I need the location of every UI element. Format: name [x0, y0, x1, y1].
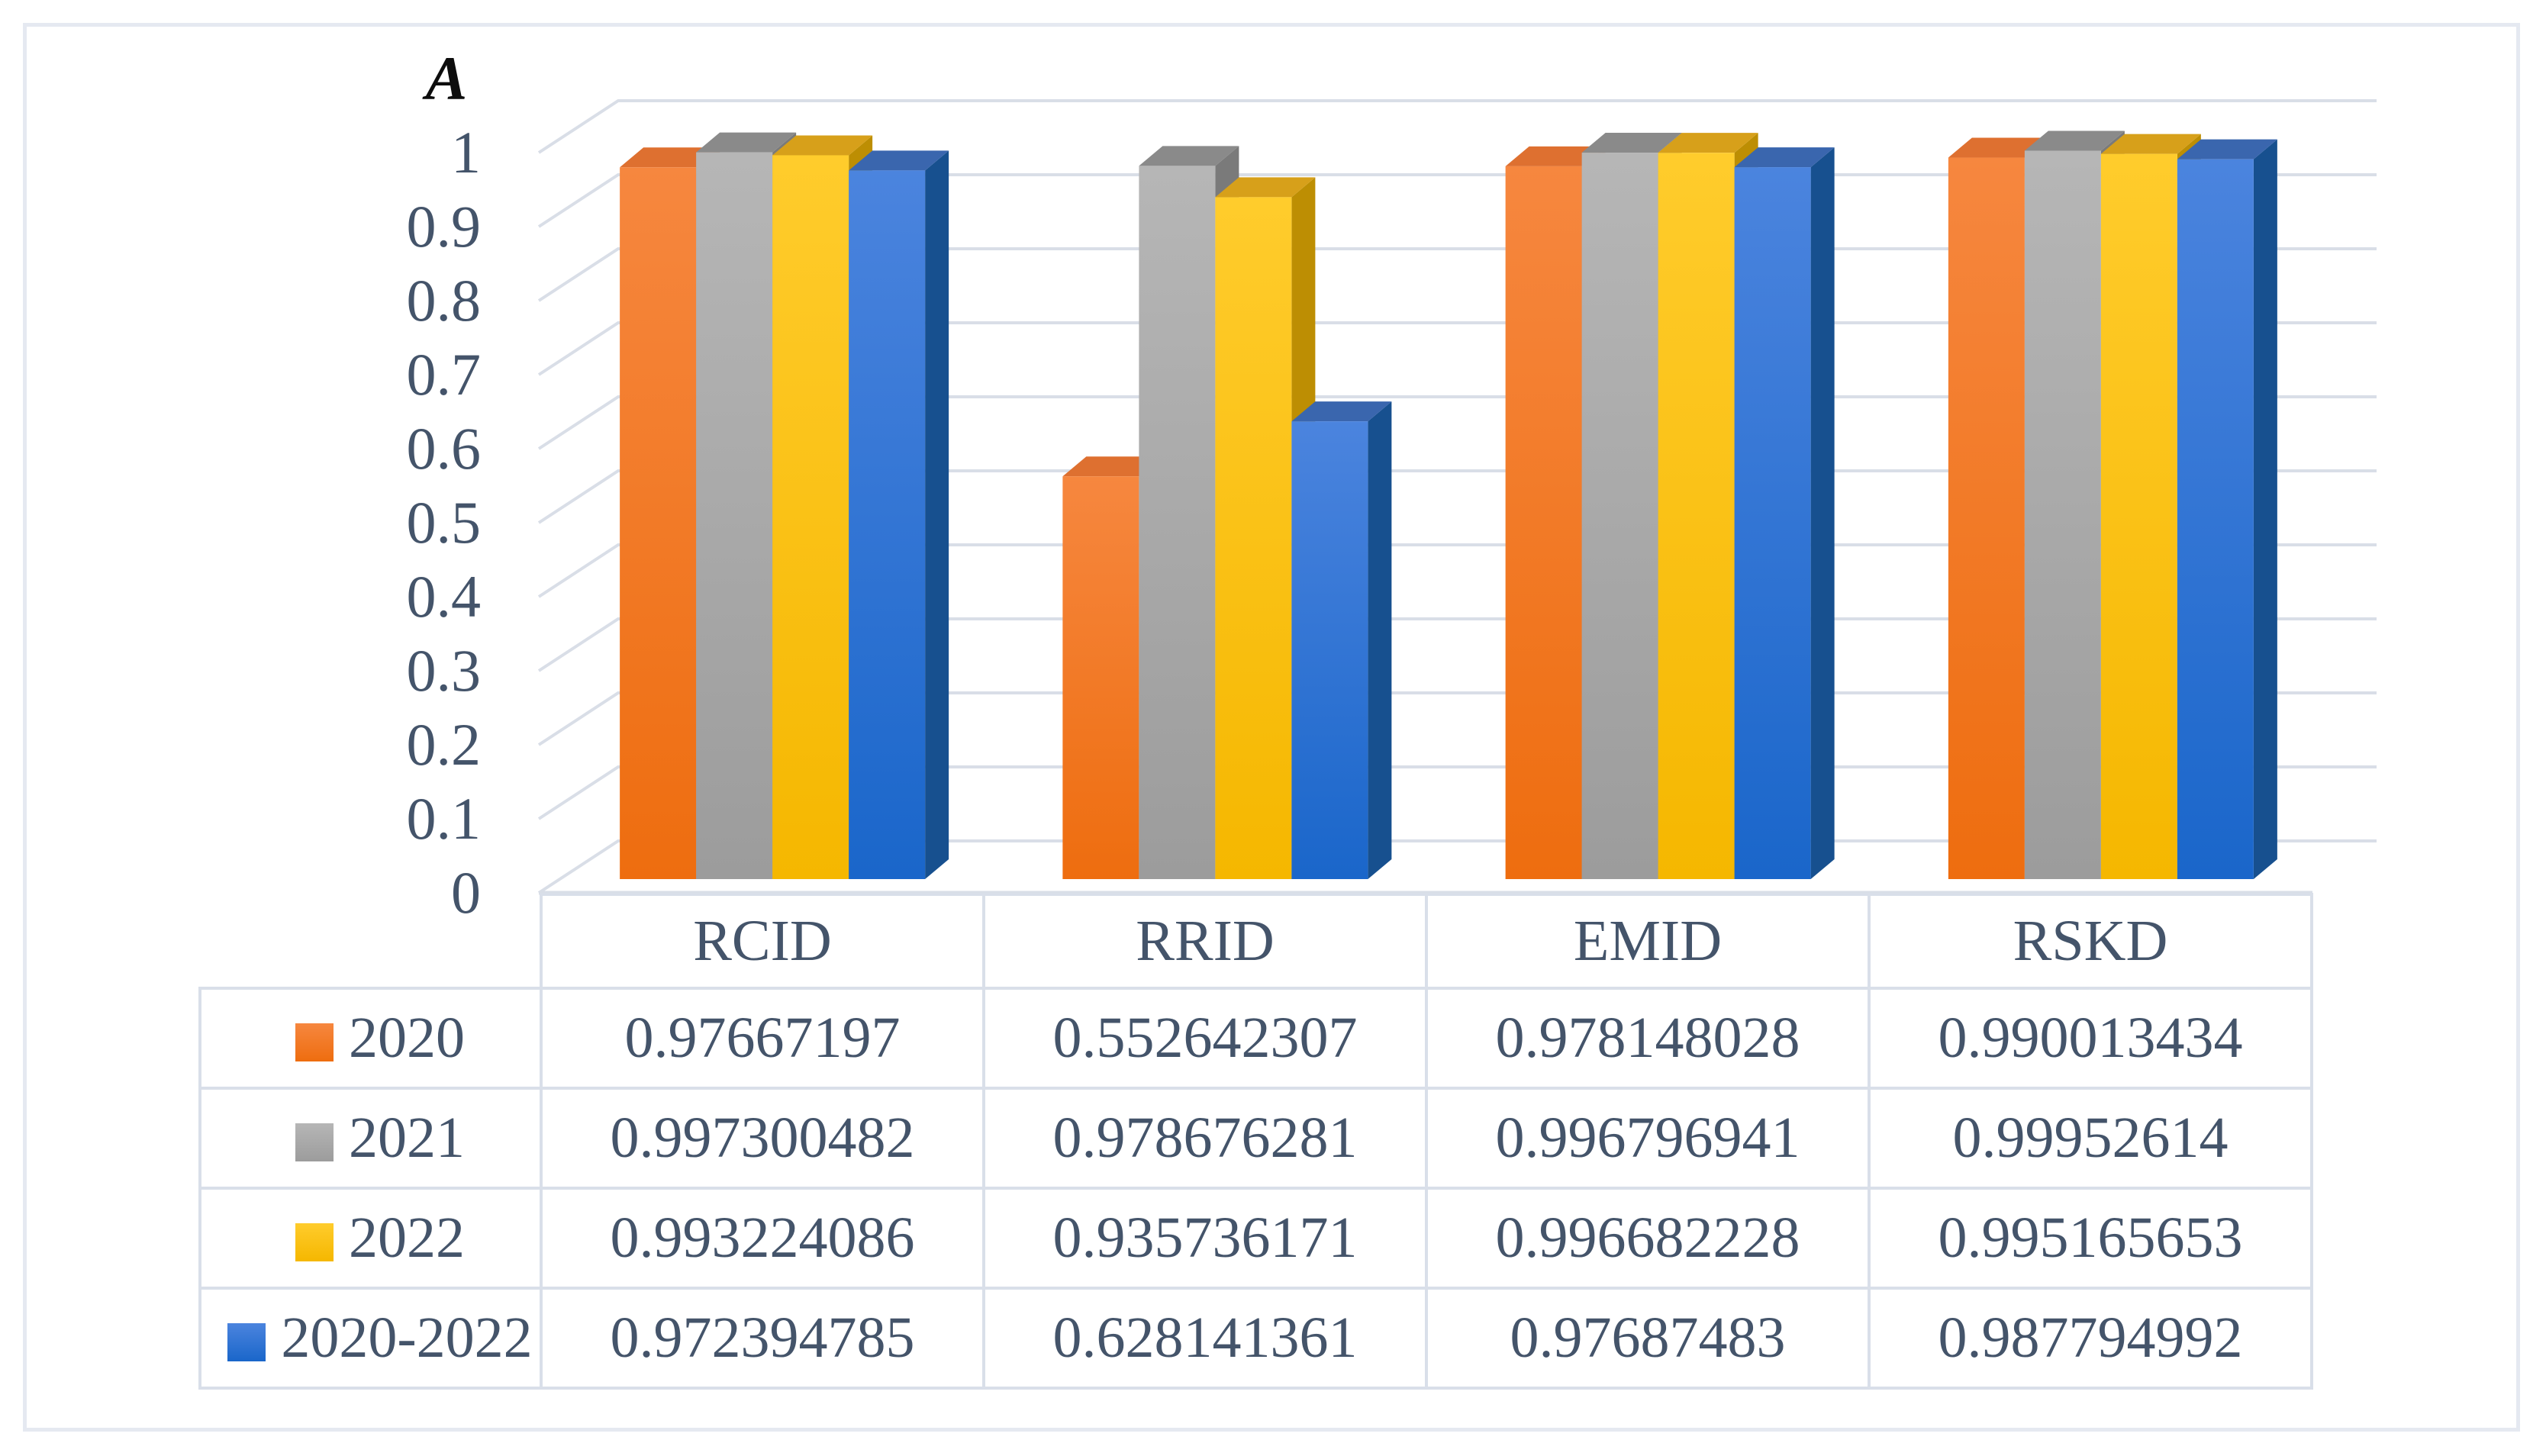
y-axis-tick-label: 0.1 [406, 785, 482, 852]
legend-cell-2020: 2020 [198, 987, 543, 1090]
bar-side-face [925, 150, 949, 879]
table-cell-2021-EMID: 0.996796941 [1425, 1087, 1871, 1190]
bar-top-face [1062, 456, 1163, 477]
table-cell-2022-RCID: 0.993224086 [540, 1187, 985, 1290]
table-cell-2020-RCID: 0.97667197 [540, 987, 985, 1090]
table-corner-blank [200, 894, 541, 988]
bar-front-face [1291, 421, 1368, 879]
table-cell-2022-RSKD: 0.995165653 [1868, 1187, 2313, 1290]
table-cell-2021-RCID: 0.997300482 [540, 1087, 985, 1190]
table-header-EMID: EMID [1425, 893, 1871, 990]
bar-front-face [1505, 166, 1582, 879]
y-axis-tick-label: 0.7 [406, 341, 482, 407]
y-axis-tick-label: 0.8 [406, 267, 482, 333]
table-cell-2020-2022-EMID: 0.97687483 [1425, 1287, 1871, 1390]
bar-2020-RRID [1062, 456, 1163, 879]
bar-front-face [696, 152, 773, 880]
table-cell-2021-RRID: 0.978676281 [982, 1087, 1428, 1190]
bar-front-face [2024, 150, 2101, 880]
bar-top-face [849, 150, 949, 171]
bar-side-face [1810, 147, 1835, 879]
table-header-RCID: RCID [540, 893, 985, 990]
bar-top-face [1581, 133, 1682, 153]
bar-front-face [2177, 159, 2254, 880]
bar-top-face [1215, 177, 1316, 198]
table-header-RRID: RRID [982, 893, 1428, 990]
bar-2020-2022-RCID [849, 150, 949, 879]
y-axis-tick-label: 0.9 [406, 193, 482, 259]
bar-top-face [1948, 137, 2048, 158]
bar-top-face [2100, 134, 2201, 154]
bar-front-face [1734, 167, 1811, 879]
table-row-2020-2022: 2020-2022 0.972394785 0.628141361 0.9768748… [198, 1287, 2313, 1390]
bar-2020-2022-EMID [1734, 147, 1835, 879]
bar-top-face [2024, 130, 2125, 151]
table-cell-2020-EMID: 0.978148028 [1425, 987, 1871, 1090]
y-axis-tick-label: 0.5 [406, 489, 482, 556]
table-row-2022: 2022 0.993224086 0.935736171 0.996682228 0.9… [198, 1187, 2313, 1290]
bars [620, 130, 2277, 880]
bar-front-face [1062, 476, 1139, 879]
y-axis-tick-label: 0.4 [406, 563, 482, 630]
y-axis-tick-label: 0 [451, 859, 481, 926]
y-axis-title: A [425, 43, 468, 113]
bar-front-face [1948, 157, 2025, 879]
bar-top-face [1734, 147, 1835, 168]
table-header-row: RCID RRID EMID RSKD [200, 893, 2313, 990]
bar-top-face [2177, 139, 2277, 159]
legend-key-swatch-2022 [295, 1223, 334, 1261]
table-cell-2020-2022-RRID: 0.628141361 [982, 1287, 1428, 1390]
bar-side-face [2253, 139, 2277, 880]
legend-label-2020: 2020 [349, 1006, 465, 1070]
bar-2020-2022-RSKD [2177, 139, 2277, 880]
bar-front-face [772, 155, 849, 879]
y-axis-tick-label: 0.6 [406, 415, 482, 482]
table-cell-2022-EMID: 0.996682228 [1425, 1187, 1871, 1290]
table-cell-2020-RRID: 0.552642307 [982, 987, 1428, 1090]
figure-border [23, 23, 2520, 1432]
table-cell-2020-RSKD: 0.990013434 [1868, 987, 2313, 1090]
bar-front-face [620, 167, 697, 880]
legend-key-swatch-2021 [295, 1123, 334, 1161]
table-cell-2022-RRID: 0.935736171 [982, 1187, 1428, 1290]
bar-top-face [696, 132, 797, 153]
bar-top-face [772, 135, 873, 156]
bar-front-face [1139, 166, 1216, 880]
table-cell-2020-2022-RSKD: 0.987794992 [1868, 1287, 2313, 1390]
legend-label-2022: 2022 [349, 1206, 465, 1270]
legend-cell-2022: 2022 [198, 1187, 543, 1290]
legend-cell-2021: 2021 [198, 1087, 543, 1190]
legend-cell-2020-2022: 2020-2022 [198, 1287, 543, 1390]
bar-top-face [1291, 401, 1392, 422]
bar-top-face [1658, 133, 1758, 153]
legend-label-2021: 2021 [349, 1106, 465, 1170]
chart-data-table: RCID RRID EMID RSKD 2020 0.97667197 0.55264230… [198, 893, 2313, 1390]
legend-key-swatch-2020-2022 [227, 1323, 266, 1361]
table-cell-2020-2022-RCID: 0.972394785 [540, 1287, 985, 1390]
legend-label-2020-2022: 2020-2022 [281, 1306, 533, 1370]
y-axis-tick-label: 0.3 [406, 637, 482, 704]
bar-front-face [849, 170, 926, 879]
table-row-2021: 2021 0.997300482 0.978676281 0.996796941 0.9… [198, 1087, 2313, 1190]
table-row-2020: 2020 0.97667197 0.552642307 0.978148028 0.99… [198, 987, 2313, 1090]
y-axis-tick-label: 1 [451, 119, 481, 185]
bar-top-face [1139, 146, 1239, 166]
bar-front-face [1658, 153, 1735, 880]
table-cell-2021-RSKD: 0.99952614 [1868, 1087, 2313, 1190]
bar-front-face [1581, 153, 1658, 880]
table-header-RSKD: RSKD [1868, 893, 2313, 990]
bar-side-face [1368, 401, 1392, 879]
legend-key-swatch-2020 [295, 1023, 334, 1061]
gridline [537, 99, 2377, 154]
bar-top-face [620, 147, 720, 168]
bar-front-face [1215, 197, 1292, 879]
y-axis-tick-label: 0.2 [406, 711, 482, 778]
bar-2020-2022-RRID [1291, 401, 1392, 879]
bar-front-face [2100, 153, 2177, 879]
bar-top-face [1505, 146, 1606, 166]
